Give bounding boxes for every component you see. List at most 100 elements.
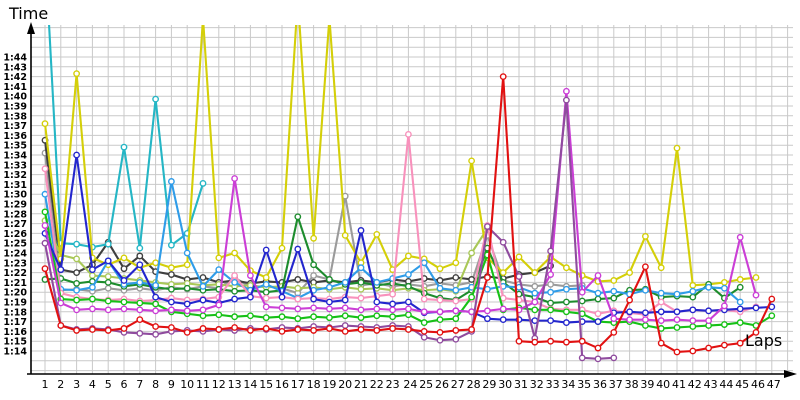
- lap-point-pink: [657, 298, 665, 306]
- x-tick-label: 43: [704, 378, 718, 391]
- lap-point-yellow: [563, 264, 570, 272]
- y-axis-arrow-icon: [27, 22, 35, 34]
- lap-point-sky: [736, 298, 744, 306]
- lap-point-red: [452, 327, 460, 334]
- x-tick-label: 44: [719, 378, 733, 391]
- x-tick-label: 42: [688, 378, 702, 391]
- lap-point-navy: [73, 151, 81, 159]
- lap-point-red: [547, 337, 554, 345]
- y-tick-label: 1:28: [3, 209, 27, 220]
- series-magenta: [41, 87, 760, 325]
- lap-point-red: [325, 325, 333, 332]
- x-tick-label: 14: [243, 378, 257, 391]
- y-tick-label: 1:31: [3, 180, 27, 191]
- lap-point-red: [436, 328, 444, 336]
- lap-point-green: [246, 312, 254, 320]
- lap-point-red: [768, 295, 776, 303]
- lap-point-yellow: [531, 269, 539, 276]
- lap-point-magenta: [626, 316, 633, 324]
- lap-point-lightgreen: [357, 285, 365, 293]
- lap-point-magenta: [404, 305, 412, 313]
- lap-point-yellow: [231, 249, 239, 257]
- x-tick-label: 2: [57, 378, 64, 391]
- lap-point-yellow: [499, 269, 507, 276]
- lap-point-red: [499, 73, 507, 81]
- lap-point-magenta: [578, 288, 586, 296]
- lap-point-darkgreen: [578, 297, 586, 305]
- lap-point-sky: [689, 287, 697, 295]
- lap-point-sky: [231, 278, 239, 286]
- lap-point-sky: [262, 280, 270, 288]
- lap-point-darkgreen: [594, 295, 602, 303]
- lap-point-red: [152, 323, 160, 330]
- lap-point-sky: [563, 285, 570, 293]
- lap-point-magenta: [420, 308, 428, 316]
- lap-point-darkgray: [452, 274, 460, 281]
- lap-point-green: [420, 319, 428, 326]
- lap-point-red: [89, 326, 96, 333]
- lap-point-pink: [389, 290, 396, 298]
- lap-point-magenta: [199, 306, 207, 314]
- lap-point-yellow: [341, 231, 349, 239]
- lap-point-navy: [104, 257, 112, 265]
- series-magenta-line: [43, 90, 758, 322]
- lap-point-purple: [136, 329, 144, 337]
- lap-point-darkgray: [294, 276, 302, 283]
- lap-point-sky: [199, 282, 207, 290]
- x-tick-label: 37: [609, 378, 623, 391]
- lap-point-red: [246, 327, 254, 334]
- y-tick-label: 1:40: [3, 92, 27, 103]
- lap-point-green: [689, 323, 697, 330]
- lap-point-navy: [705, 307, 712, 315]
- lap-point-sky: [404, 271, 412, 278]
- lap-point-yellow: [215, 254, 223, 262]
- y-tick-label: 1:22: [3, 268, 27, 279]
- y-tick-label: 1:18: [3, 307, 27, 318]
- lap-point-navy: [373, 298, 381, 306]
- lap-point-darkgreen: [357, 278, 365, 286]
- series-red: [41, 73, 776, 356]
- lap-point-yellow: [689, 281, 697, 289]
- lap-point-sky: [594, 289, 602, 297]
- lap-point-green: [104, 297, 112, 305]
- lap-point-green: [231, 313, 239, 321]
- lap-point-green: [436, 316, 444, 324]
- lap-point-cyan: [136, 244, 144, 252]
- x-tick-label: 29: [482, 378, 496, 391]
- x-tick-label: 6: [121, 378, 128, 391]
- lap-point-sky: [136, 278, 144, 286]
- lap-point-magenta: [183, 307, 191, 315]
- lap-point-cyan: [199, 180, 207, 187]
- x-tick-label: 31: [514, 378, 528, 391]
- lap-point-green: [136, 299, 144, 307]
- y-tick-label: 1:15: [3, 337, 27, 348]
- lap-point-yellow: [152, 259, 160, 267]
- lap-point-navy: [341, 296, 349, 304]
- lap-point-darkgreen: [610, 294, 618, 302]
- y-tick-label: 1:14: [3, 347, 27, 358]
- lap-point-purple: [341, 322, 349, 329]
- y-tick-label: 1:30: [3, 190, 27, 201]
- y-tick-label: 1:19: [3, 298, 27, 309]
- y-axis-title: Time: [9, 4, 49, 23]
- series-yellow: [41, 25, 760, 289]
- lap-point-darkgray: [73, 269, 81, 276]
- series-group: [41, 25, 776, 363]
- lap-point-silver: [547, 280, 554, 288]
- lap-point-magenta: [705, 317, 712, 325]
- y-tick-label: 1:29: [3, 200, 27, 211]
- lap-point-green: [642, 322, 649, 329]
- lap-point-yellow: [752, 274, 760, 281]
- series-sky: [41, 178, 744, 306]
- x-tick-label: 19: [322, 378, 336, 391]
- lap-point-green: [768, 312, 776, 320]
- lap-point-sky: [167, 178, 175, 185]
- lap-point-yellow: [120, 254, 128, 262]
- lap-point-pink: [231, 272, 239, 279]
- lap-point-red: [73, 327, 81, 334]
- lap-point-lightgreen: [73, 255, 81, 263]
- x-tick-label: 39: [640, 378, 654, 391]
- lap-point-sky: [642, 286, 649, 294]
- lap-point-yellow: [515, 253, 523, 261]
